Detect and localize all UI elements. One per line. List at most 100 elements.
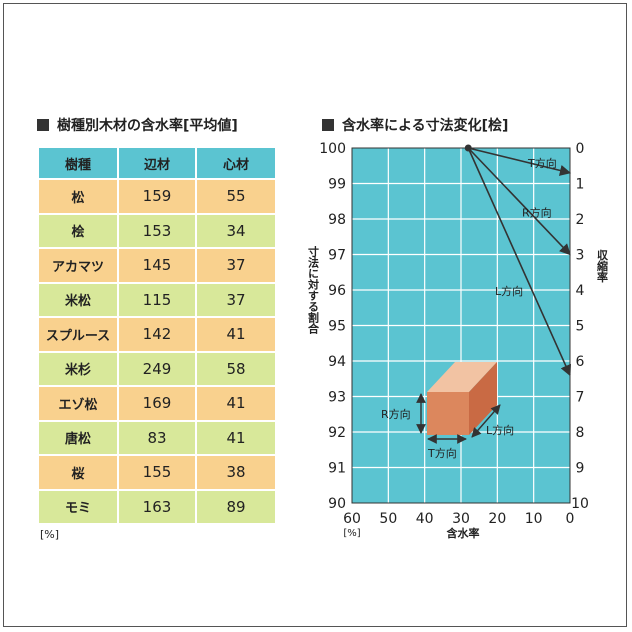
block-label-r: R方向 [381,407,411,421]
y-left-tick-label: 99 [328,177,346,193]
sapwood-cell: 163 [117,488,197,525]
chart-title: 含水率による寸法変化[桧] [322,115,508,135]
x-tick-label: 10 [525,511,543,527]
x-axis-unit: [%] [343,528,360,539]
sapwood-cell: 169 [117,385,197,422]
y-left-tick-label: 97 [328,248,346,264]
y-right-tick-label: 3 [576,248,585,264]
page-frame [3,3,627,627]
bullet-square-icon [322,119,334,131]
header-species: 樹種 [37,146,119,180]
table-unit: [%] [40,528,60,541]
species-cell: 松 [37,178,119,215]
series-line [468,147,572,176]
y-left-tick-label: 93 [328,390,346,406]
y-right-tick-label: 6 [576,354,585,370]
table-title: 樹種別木材の含水率[平均値] [37,115,238,135]
plot-border [351,147,571,504]
table-row: モミ 163 89 [37,488,277,525]
y-left-tick-label: 98 [328,212,346,228]
x-tick-label: 60 [343,511,361,527]
table-row: 米松 115 37 [37,281,277,318]
table-row: 桧 153 34 [37,212,277,249]
heartwood-cell: 41 [195,385,277,422]
y-right-tick-label: 10 [571,496,589,512]
sapwood-cell: 115 [117,281,197,318]
x-tick-label: 40 [416,511,434,527]
heartwood-cell: 41 [195,316,277,353]
moisture-table: 樹種 辺材 心材 松 159 55 桧 153 34 アカマツ 145 37 米松 115 37 スプル… [37,146,277,525]
series-line [467,147,571,377]
y-left-tick-label: 94 [328,354,346,370]
species-cell: 桧 [37,212,119,249]
y-right-tick-label: 0 [576,141,585,157]
block-label-l: L方向 [486,423,514,437]
heartwood-cell: 58 [195,350,277,387]
species-cell: モミ [37,488,119,525]
table-row: スプルース 142 41 [37,316,277,353]
table-row: 桜 155 38 [37,454,277,491]
table-row: エゾ松 169 41 [37,385,277,422]
block-front-face [427,392,469,435]
species-cell: 米松 [37,281,119,318]
x-tick-label: 50 [379,511,397,527]
series-label: T方向 [527,156,557,170]
sapwood-cell: 155 [117,454,197,491]
sapwood-cell: 83 [117,419,197,456]
y-left-tick-label: 91 [328,461,346,477]
species-cell: 米杉 [37,350,119,387]
y-left-tick-label: 90 [328,496,346,512]
heartwood-cell: 34 [195,212,277,249]
table-row: アカマツ 145 37 [37,247,277,284]
table-title-text: 樹種別木材の含水率[平均値] [57,118,238,134]
y-right-tick-label: 5 [576,319,585,335]
species-cell: 桜 [37,454,119,491]
x-tick-label: 0 [566,511,575,527]
y-left-tick-label: 100 [319,141,346,157]
sapwood-cell: 249 [117,350,197,387]
species-cell: エゾ松 [37,385,119,422]
heartwood-cell: 38 [195,454,277,491]
chart-title-text: 含水率による寸法変化[桧] [342,118,509,134]
heartwood-cell: 37 [195,247,277,284]
table-row: 唐松 83 41 [37,419,277,456]
y-right-tick-label: 1 [576,177,585,193]
l-dimension-arrow [471,404,501,438]
y-right-axis-label: 収縮率 [596,249,609,283]
block-top-face [427,362,497,392]
heartwood-cell: 55 [195,178,277,215]
header-heartwood: 心材 [195,146,277,180]
block-label-t: T方向 [427,446,457,460]
y-right-tick-label: 4 [576,283,585,299]
table-row: 米杉 249 58 [37,350,277,387]
table-row: 松 159 55 [37,178,277,215]
bullet-square-icon [37,119,49,131]
table-header-row: 樹種 辺材 心材 [37,146,277,180]
y-left-tick-label: 95 [328,319,346,335]
species-cell: アカマツ [37,247,119,284]
x-axis-label: 含水率 [446,526,480,540]
series-label: R方向 [522,206,552,220]
series-label: L方向 [495,284,523,298]
sapwood-cell: 159 [117,178,197,215]
y-right-tick-label: 9 [576,461,585,477]
y-left-axis-label: 寸法に対する割合 [307,245,321,335]
y-right-tick-label: 2 [576,212,585,228]
y-right-tick-label: 7 [576,390,585,406]
series-line [467,147,571,256]
y-right-tick-label: 8 [576,425,585,441]
species-cell: スプルース [37,316,119,353]
heartwood-cell: 89 [195,488,277,525]
sapwood-cell: 145 [117,247,197,284]
x-tick-label: 30 [452,511,470,527]
header-sapwood: 辺材 [117,146,197,180]
x-tick-label: 20 [488,511,506,527]
species-cell: 唐松 [37,419,119,456]
sapwood-cell: 142 [117,316,197,353]
y-left-tick-label: 96 [328,283,346,299]
heartwood-cell: 41 [195,419,277,456]
heartwood-cell: 37 [195,281,277,318]
sapwood-cell: 153 [117,212,197,249]
y-left-tick-label: 92 [328,425,346,441]
